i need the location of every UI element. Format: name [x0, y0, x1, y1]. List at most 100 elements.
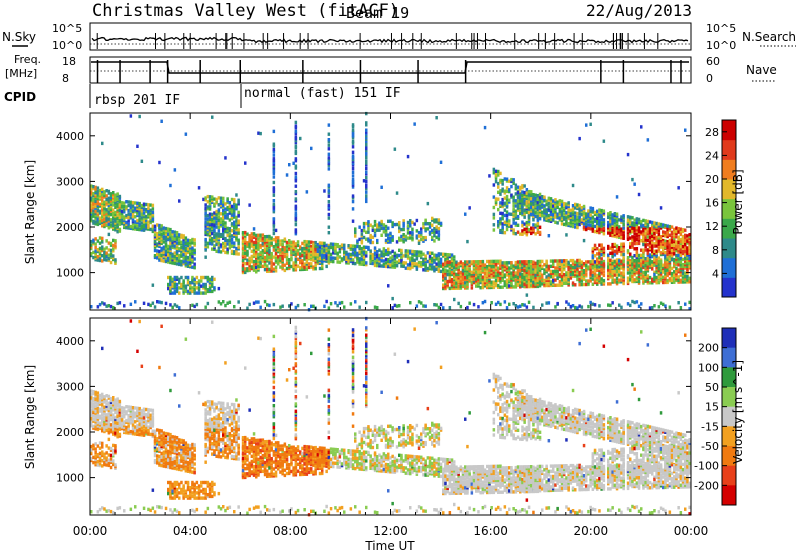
- power-cell: [461, 284, 465, 289]
- power-cell: [204, 291, 207, 295]
- power-cell: [422, 252, 425, 256]
- power-cell: [321, 265, 324, 269]
- power-cell: [248, 242, 251, 247]
- power-cell: [446, 253, 449, 257]
- power-cell: [541, 196, 544, 201]
- power-cell: [501, 178, 504, 183]
- power-cell: [512, 178, 515, 182]
- power-cell: [153, 248, 157, 253]
- power-cell: [541, 200, 544, 204]
- power-cell: [503, 280, 507, 284]
- power-cell: [305, 257, 309, 261]
- power-cell: [574, 265, 577, 270]
- power-cell: [112, 254, 115, 258]
- power-cell: [266, 267, 269, 272]
- power-cell: [351, 167, 355, 171]
- power-cell: [629, 242, 632, 246]
- power-cell: [547, 201, 551, 206]
- power-cell: [576, 264, 579, 268]
- power-cell: [365, 152, 368, 156]
- power-cell: [508, 222, 511, 227]
- power-cell: [294, 124, 298, 128]
- power-cell: [563, 222, 566, 227]
- power-cell: [468, 260, 471, 264]
- power-cell: [516, 206, 520, 210]
- power-cell: [527, 280, 531, 285]
- power-cell: [558, 211, 562, 215]
- power-cell: [615, 282, 619, 286]
- power-cell: [118, 219, 122, 223]
- power-cell: [378, 223, 381, 227]
- power-cell: [569, 212, 573, 216]
- power-cell: [655, 235, 658, 240]
- power-cell: [171, 291, 174, 295]
- power-cell: [288, 263, 291, 267]
- power-cell: [138, 222, 141, 227]
- power-cell: [358, 245, 361, 249]
- power-cell: [409, 232, 412, 237]
- power-cell: [167, 248, 170, 252]
- power-cell: [545, 203, 548, 207]
- power-cell: [160, 224, 163, 228]
- power-cell: [510, 278, 513, 282]
- power-cell: [340, 243, 344, 247]
- power-cell: [349, 254, 353, 258]
- power-cell: [446, 272, 449, 277]
- power-cell: [387, 247, 390, 251]
- power-cell: [635, 247, 639, 251]
- power-cell: [103, 219, 106, 223]
- power-cell: [305, 255, 309, 260]
- power-cell: [182, 284, 185, 288]
- power-cell: [272, 199, 276, 203]
- power-cell: [527, 300, 531, 304]
- power-cell: [571, 204, 575, 208]
- power-cell: [90, 196, 93, 200]
- power-cell: [563, 273, 566, 277]
- power-cell: [226, 301, 229, 305]
- power-cell: [224, 242, 227, 246]
- power-cell: [497, 270, 500, 274]
- power-cell: [169, 259, 172, 263]
- power-cell: [365, 132, 368, 136]
- power-cell: [391, 254, 394, 259]
- power-cell: [158, 249, 161, 254]
- freq-trace: [90, 60, 691, 83]
- power-cell: [272, 193, 276, 197]
- power-cell: [312, 246, 315, 250]
- power-cell: [653, 224, 656, 229]
- power-cell: [620, 261, 623, 265]
- power-cell: [631, 221, 634, 225]
- power-cell: [549, 280, 553, 284]
- power-cell: [219, 196, 223, 200]
- power-cell: [468, 267, 471, 271]
- power-cell: [631, 216, 634, 220]
- power-cell: [618, 247, 621, 252]
- power-cell: [222, 219, 225, 223]
- power-cell: [147, 227, 150, 231]
- power-cell: [499, 285, 502, 289]
- power-cell: [259, 264, 262, 269]
- power-cell: [527, 214, 531, 218]
- power-cell: [171, 305, 174, 309]
- power-cell: [116, 197, 119, 201]
- power-cell: [351, 130, 355, 134]
- power-cell: [453, 258, 456, 263]
- power-cell: [217, 208, 221, 212]
- power-cell: [567, 208, 570, 212]
- power-cell: [657, 275, 661, 280]
- power-cell: [503, 196, 507, 200]
- power-cell: [585, 217, 588, 221]
- power-cell: [153, 233, 157, 237]
- power-cell: [640, 276, 643, 280]
- power-cell: [235, 203, 238, 207]
- power-cell: [516, 223, 520, 227]
- power-cell: [494, 173, 498, 177]
- power-cell: [316, 258, 320, 262]
- power-cell: [160, 119, 163, 123]
- power-cell: [321, 250, 324, 254]
- power-cell: [556, 216, 559, 220]
- power-cell: [543, 271, 546, 276]
- power-cell: [543, 197, 546, 201]
- power-cell: [470, 277, 474, 281]
- power-cell: [215, 220, 218, 224]
